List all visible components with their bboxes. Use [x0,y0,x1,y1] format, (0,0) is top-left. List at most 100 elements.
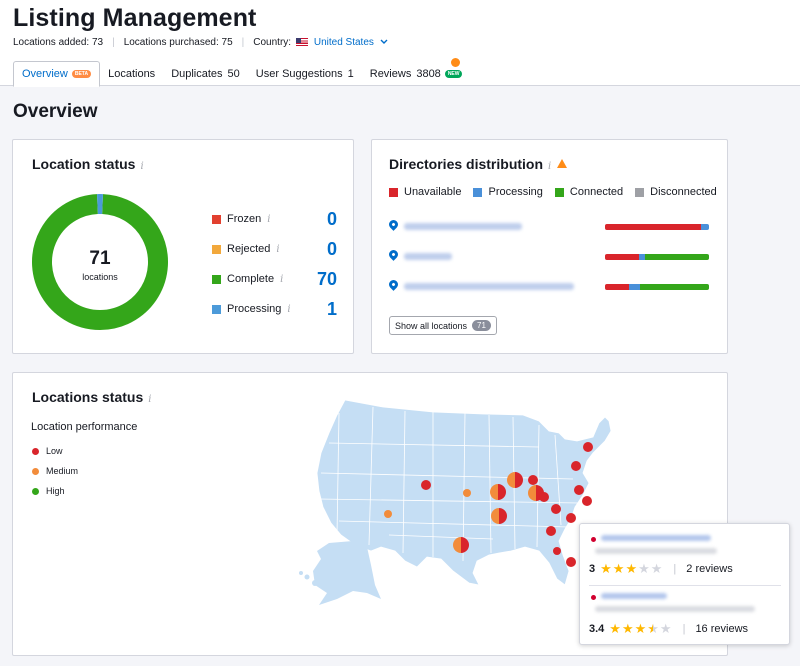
map-marker-low[interactable] [583,442,593,452]
map-marker-medium[interactable] [453,537,461,553]
map-marker-medium[interactable] [384,510,392,518]
map-marker-low[interactable] [499,508,507,524]
donut-segments [32,194,168,330]
info-icon[interactable]: i [280,273,284,285]
us-map [299,399,612,605]
tab-label: Overview [22,68,68,80]
tab-duplicates[interactable]: Duplicates 50 [163,61,248,86]
tab-count: 50 [227,67,240,80]
legend-dot [32,467,39,475]
map-marker-low[interactable] [539,492,549,502]
map-marker-low[interactable] [551,504,561,514]
status-dot [591,537,596,542]
legend-label: Unavailable [404,186,462,198]
blurred-location-name [601,535,711,541]
map-marker-low[interactable] [421,480,431,490]
legend-swatch [473,187,483,197]
star-icon: ★ [625,561,638,576]
info-icon[interactable]: i [140,161,144,172]
bar-segment-processing [639,254,645,260]
show-all-locations-button[interactable]: Show all locations 71 [389,316,497,335]
tooltip-divider [589,585,781,586]
tooltip-entry[interactable]: 3 ★★★★★ | 2 reviews [589,534,781,584]
legend-value[interactable]: 70 [316,268,337,289]
map-marker-low[interactable] [528,475,538,485]
bar-segment-connected [640,284,709,290]
legend-value[interactable]: 1 [326,298,337,319]
info-icon[interactable]: i [267,213,271,225]
hawaii-shape [299,571,318,586]
legend-row-rejected[interactable]: Rejected i 0 [212,239,337,259]
beta-badge: BETA [71,70,92,78]
star-icon: ★ [638,561,650,576]
section-title: Overview [13,101,98,122]
legend-swatch [212,274,221,284]
country-value: United States [313,37,374,48]
bar-segment-processing [628,284,641,290]
map-marker-low[interactable] [553,547,561,555]
legend-value[interactable]: 0 [326,238,337,259]
map-marker-low[interactable] [546,526,556,536]
country-select[interactable]: United States [296,37,388,48]
legend-label: Complete [227,273,275,285]
new-badge: NEW [444,69,463,78]
legend-label: Frozen [227,213,262,225]
tab-label: Locations [108,67,156,80]
directory-row[interactable] [387,248,711,264]
location-pin-icon [387,248,400,261]
legend-label: Processing [227,303,282,315]
legend-item-processing: Processing [473,186,543,198]
donut-slice-complete[interactable] [32,194,168,330]
map-marker-medium[interactable] [528,485,536,501]
directory-row[interactable] [387,218,711,234]
legend-value[interactable]: 0 [326,208,337,229]
directory-row[interactable] [387,278,711,294]
location-status-card: Location status i 71 locations Frozen i 0 Re… [12,139,354,354]
card-title: Location status i [32,156,144,172]
map-marker-low[interactable] [461,537,469,553]
review-count[interactable]: 2 reviews [686,563,733,575]
map-marker-medium[interactable] [491,508,499,524]
map-marker-low[interactable] [515,472,523,488]
star-icon: ★ [634,621,647,636]
tab-reviews[interactable]: Reviews 3808 NEW [362,61,471,86]
legend-dot [32,487,39,495]
legend-row-processing[interactable]: Processing i 1 [212,299,337,319]
header: Listing Management Locations added: 73 |… [0,0,800,87]
info-icon[interactable]: i [287,303,291,315]
map-marker-low[interactable] [498,484,506,500]
rating-row: 3 ★★★★★ | 2 reviews [589,562,733,576]
info-icon[interactable]: i [148,394,152,405]
legend-row-complete[interactable]: Complete i 70 [212,269,337,289]
card-title-text: Locations status [32,389,144,405]
legend-swatch [212,214,221,224]
review-count[interactable]: 16 reviews [695,623,749,635]
map-marker-medium[interactable] [490,484,498,500]
tooltip-entry[interactable]: 3.4 ★★★★★ | 16 reviews [589,592,781,642]
star-icon: ★ [650,561,663,576]
map-marker-low[interactable] [582,496,592,506]
map-marker-low[interactable] [566,557,576,567]
legend-label: High [46,486,65,496]
map-marker-low[interactable] [566,513,576,523]
legend-swatch [389,187,398,197]
legend-row-frozen[interactable]: Frozen i 0 [212,209,337,229]
tab-user-suggestions[interactable]: User Suggestions 1 [248,61,362,86]
warning-icon[interactable] [557,159,568,168]
star-icon: ★ [647,621,659,636]
performance-high: High [32,486,65,496]
divider: | [241,37,245,48]
us-flag-icon [296,38,309,47]
tab-locations[interactable]: Locations [100,61,163,86]
card-title-text: Directories distribution [389,156,544,172]
info-icon[interactable]: i [276,243,280,255]
map-marker-medium[interactable] [507,472,515,488]
map-marker-low[interactable] [571,461,581,471]
map-marker-low[interactable] [574,485,584,495]
location-markers [384,442,593,567]
map-marker-medium[interactable] [463,489,471,497]
chevron-down-icon [380,39,388,44]
tab-overview[interactable]: Overview BETA [13,61,101,87]
info-icon[interactable]: i [548,161,552,172]
legend-label: Rejected [227,243,271,255]
